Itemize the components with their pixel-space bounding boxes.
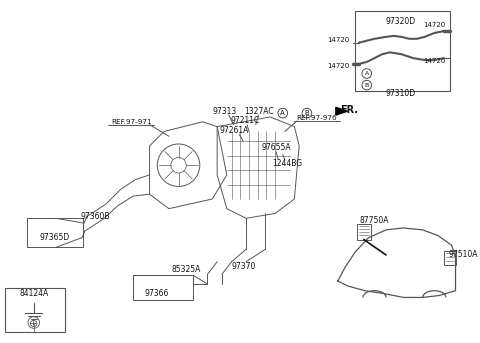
Bar — [5, 288, 65, 332]
Text: 1244BG: 1244BG — [273, 159, 303, 168]
Text: A: A — [365, 71, 369, 76]
Text: 97313: 97313 — [213, 107, 237, 116]
Text: B: B — [365, 83, 369, 87]
Polygon shape — [336, 107, 348, 115]
Text: A: A — [280, 110, 285, 116]
Text: 14720: 14720 — [423, 58, 445, 64]
Text: 14720: 14720 — [327, 37, 349, 43]
Text: 97370: 97370 — [231, 262, 255, 271]
Text: REF.97-971: REF.97-971 — [111, 119, 152, 125]
Text: 87750A: 87750A — [360, 216, 389, 225]
Text: B: B — [304, 110, 309, 116]
Text: 97365D: 97365D — [40, 233, 70, 242]
Text: 97310D: 97310D — [385, 89, 416, 98]
Text: 97655A: 97655A — [261, 143, 291, 152]
Text: 14720: 14720 — [327, 63, 349, 69]
Text: 97510A: 97510A — [449, 250, 478, 260]
Text: 97211C: 97211C — [230, 116, 260, 125]
Text: 97360B: 97360B — [80, 212, 109, 221]
Bar — [133, 275, 193, 300]
Text: ⊕: ⊕ — [29, 319, 38, 330]
Text: 14720: 14720 — [423, 22, 445, 28]
Text: 97320D: 97320D — [385, 17, 416, 26]
Text: 1327AC: 1327AC — [244, 107, 274, 116]
Text: 97366: 97366 — [144, 289, 168, 298]
Text: 84124A: 84124A — [19, 289, 48, 298]
Text: FR.: FR. — [340, 105, 358, 115]
Text: 97261A: 97261A — [220, 126, 249, 135]
Bar — [355, 11, 450, 91]
Bar — [357, 224, 371, 239]
Text: 85325A: 85325A — [171, 265, 201, 274]
Bar — [444, 251, 456, 265]
Bar — [27, 218, 83, 247]
Text: REF.97-976: REF.97-976 — [296, 115, 337, 121]
